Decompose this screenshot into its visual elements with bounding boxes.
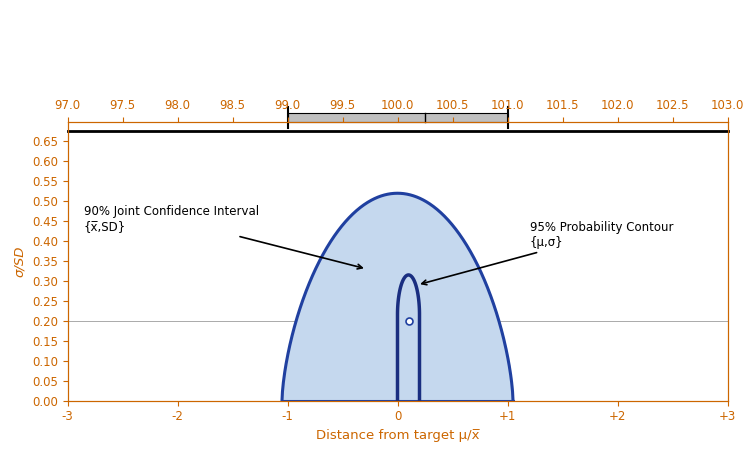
Text: 90% Joint Confidence Interval
{x̅,SD}: 90% Joint Confidence Interval {x̅,SD} — [84, 205, 362, 269]
Y-axis label: σ/SD: σ/SD — [13, 245, 26, 277]
Text: 95% Probability Contour
{μ,σ}: 95% Probability Contour {μ,σ} — [422, 221, 673, 285]
X-axis label: Distance from target μ/x̅: Distance from target μ/x̅ — [316, 429, 479, 442]
Text: 90% Tolerance Interval
{x̅,SD}: 90% Tolerance Interval {x̅,SD} — [0, 449, 1, 450]
Bar — [287, 113, 508, 122]
